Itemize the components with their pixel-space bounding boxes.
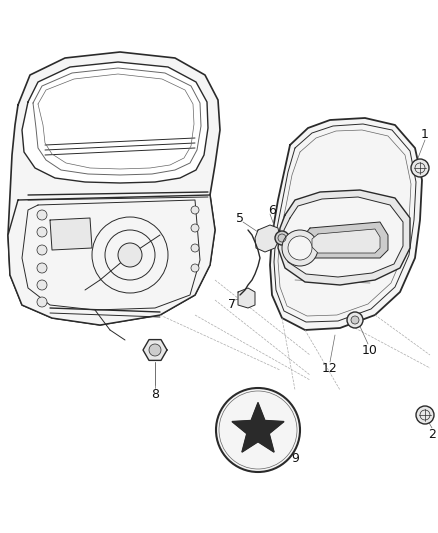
Text: 12: 12 — [322, 361, 338, 375]
Circle shape — [37, 280, 47, 290]
Circle shape — [275, 231, 289, 245]
Circle shape — [351, 316, 359, 324]
Polygon shape — [283, 197, 403, 277]
Polygon shape — [232, 403, 284, 452]
Circle shape — [191, 244, 199, 252]
Circle shape — [411, 159, 429, 177]
Polygon shape — [278, 190, 410, 285]
Polygon shape — [270, 118, 422, 330]
Text: 6: 6 — [268, 204, 276, 216]
Polygon shape — [22, 62, 208, 183]
Polygon shape — [143, 340, 167, 360]
Circle shape — [347, 312, 363, 328]
Polygon shape — [255, 225, 280, 252]
Polygon shape — [8, 195, 215, 325]
Text: 5: 5 — [236, 212, 244, 224]
Circle shape — [282, 230, 318, 266]
Text: 2: 2 — [428, 429, 436, 441]
Circle shape — [149, 344, 161, 356]
Circle shape — [118, 243, 142, 267]
Circle shape — [37, 210, 47, 220]
Polygon shape — [50, 218, 92, 250]
Circle shape — [191, 206, 199, 214]
Circle shape — [216, 388, 300, 472]
Circle shape — [416, 406, 434, 424]
Text: 7: 7 — [228, 298, 236, 311]
Circle shape — [191, 224, 199, 232]
Text: 1: 1 — [421, 128, 429, 141]
Text: 10: 10 — [362, 343, 378, 357]
Polygon shape — [302, 222, 388, 258]
Polygon shape — [312, 229, 380, 253]
Polygon shape — [8, 52, 220, 325]
Circle shape — [37, 245, 47, 255]
Text: 8: 8 — [151, 389, 159, 401]
Circle shape — [37, 263, 47, 273]
Text: 9: 9 — [291, 451, 299, 464]
Circle shape — [191, 264, 199, 272]
Polygon shape — [238, 288, 255, 308]
Circle shape — [37, 227, 47, 237]
Circle shape — [37, 297, 47, 307]
Circle shape — [288, 236, 312, 260]
